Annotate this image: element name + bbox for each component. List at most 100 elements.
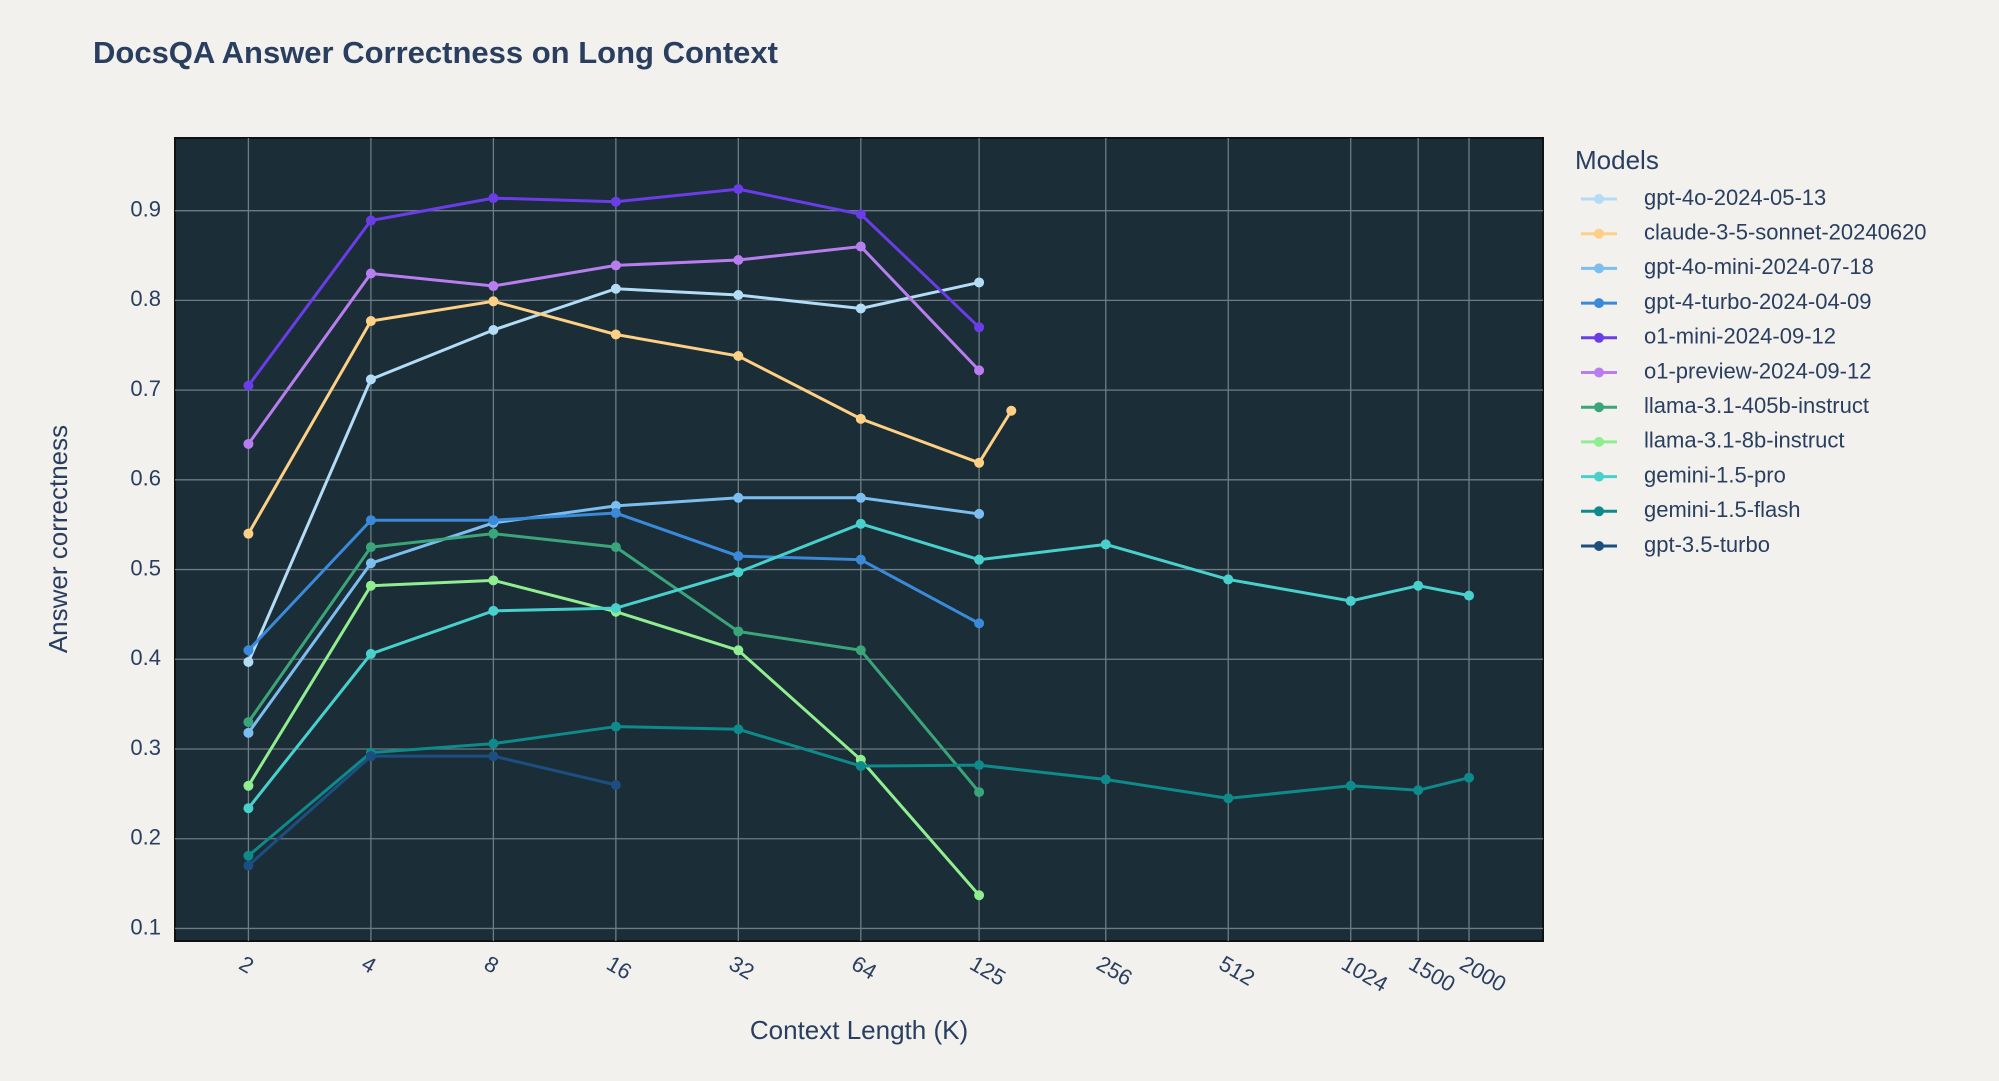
x-tick-label: 16 — [602, 951, 636, 985]
data-point — [855, 209, 866, 220]
data-point — [974, 457, 985, 468]
series-line — [247, 299, 1013, 535]
data-point — [243, 727, 254, 738]
data-point — [1464, 590, 1475, 601]
data-point — [610, 779, 621, 790]
data-point — [365, 542, 376, 553]
chart-title: DocsQA Answer Correctness on Long Contex… — [93, 35, 778, 70]
data-point — [610, 283, 621, 294]
data-point — [974, 322, 985, 333]
data-point — [1413, 785, 1424, 796]
legend-label: llama-3.1-8b-instruct — [1644, 428, 1845, 453]
x-tick-label: 32 — [725, 951, 759, 985]
data-point — [365, 316, 376, 327]
data-point — [733, 290, 744, 301]
data-point — [733, 551, 744, 562]
legend-label: claude-3-5-sonnet-20240620 — [1644, 220, 1927, 245]
data-point — [1100, 539, 1111, 550]
x-tick-label: 1024 — [1337, 951, 1392, 997]
y-tick-label: 0.9 — [130, 196, 161, 221]
y-tick-label: 0.1 — [130, 914, 161, 939]
data-point — [488, 738, 499, 749]
x-axis-label: Context Length (K) — [750, 1015, 968, 1045]
x-tick-label: 256 — [1092, 951, 1136, 991]
data-point — [974, 554, 985, 565]
data-point — [365, 374, 376, 385]
data-point — [243, 380, 254, 391]
data-point — [243, 645, 254, 656]
data-point — [243, 803, 254, 814]
series-layer — [243, 184, 1475, 901]
x-tick-label: 2000 — [1456, 951, 1511, 997]
data-point — [488, 515, 499, 526]
data-point — [365, 580, 376, 591]
legend-marker — [1594, 436, 1604, 447]
x-tick-label: 2 — [235, 951, 258, 979]
y-tick-label: 0.5 — [130, 555, 161, 580]
data-point — [974, 890, 985, 901]
legend-label: gpt-4o-2024-05-13 — [1644, 185, 1826, 210]
legend-title: Models — [1575, 145, 1659, 175]
legend-label: o1-preview-2024-09-12 — [1644, 358, 1871, 383]
data-point — [974, 787, 985, 798]
data-point — [855, 492, 866, 503]
legend-marker — [1594, 541, 1604, 551]
y-tick-label: 0.8 — [130, 286, 161, 311]
x-tick-label: 1500 — [1405, 951, 1460, 997]
x-tick-label: 512 — [1215, 951, 1259, 991]
series-line — [247, 725, 1470, 857]
data-point — [855, 518, 866, 529]
data-point — [243, 717, 254, 728]
x-tick-label: 8 — [480, 951, 503, 979]
data-point — [365, 215, 376, 226]
x-tick-label: 64 — [847, 951, 881, 985]
data-point — [1345, 595, 1356, 606]
data-point — [488, 193, 499, 204]
legend-marker — [1594, 228, 1604, 239]
legend-marker — [1594, 194, 1604, 204]
legend-label: gpt-4-turbo-2024-04-09 — [1644, 289, 1871, 314]
data-point — [1464, 772, 1475, 783]
data-point — [733, 567, 744, 578]
data-point — [733, 255, 744, 266]
legend-marker — [1594, 367, 1604, 378]
data-point — [610, 721, 621, 732]
data-point — [974, 508, 985, 519]
legend-label: llama-3.1-405b-instruct — [1644, 393, 1869, 418]
data-point — [855, 554, 866, 565]
data-point — [1223, 574, 1234, 585]
data-point — [855, 413, 866, 424]
legend-label: gpt-3.5-turbo — [1644, 532, 1770, 557]
data-point — [243, 438, 254, 449]
data-point — [1223, 793, 1234, 804]
data-point — [1345, 780, 1356, 791]
data-point — [733, 724, 744, 735]
data-point — [365, 558, 376, 569]
legend-label: gemini-1.5-flash — [1644, 497, 1801, 522]
data-point — [1100, 774, 1111, 785]
data-point — [488, 528, 499, 539]
data-point — [488, 325, 499, 336]
y-tick-label: 0.2 — [130, 825, 161, 850]
data-point — [855, 241, 866, 252]
data-point — [365, 751, 376, 762]
data-point — [243, 780, 254, 791]
data-point — [365, 515, 376, 526]
data-point — [974, 365, 985, 376]
data-point — [733, 492, 744, 503]
data-point — [243, 528, 254, 539]
data-point — [855, 761, 866, 772]
data-point — [610, 196, 621, 207]
legend-marker — [1594, 402, 1604, 413]
data-point — [365, 268, 376, 279]
data-point — [488, 296, 499, 307]
data-point — [1006, 405, 1017, 416]
data-point — [243, 860, 254, 871]
data-point — [610, 500, 621, 511]
data-point — [610, 542, 621, 553]
data-point — [488, 575, 499, 586]
data-point — [733, 626, 744, 637]
legend-label: gemini-1.5-pro — [1644, 462, 1786, 487]
x-tick-label: 4 — [357, 951, 380, 979]
